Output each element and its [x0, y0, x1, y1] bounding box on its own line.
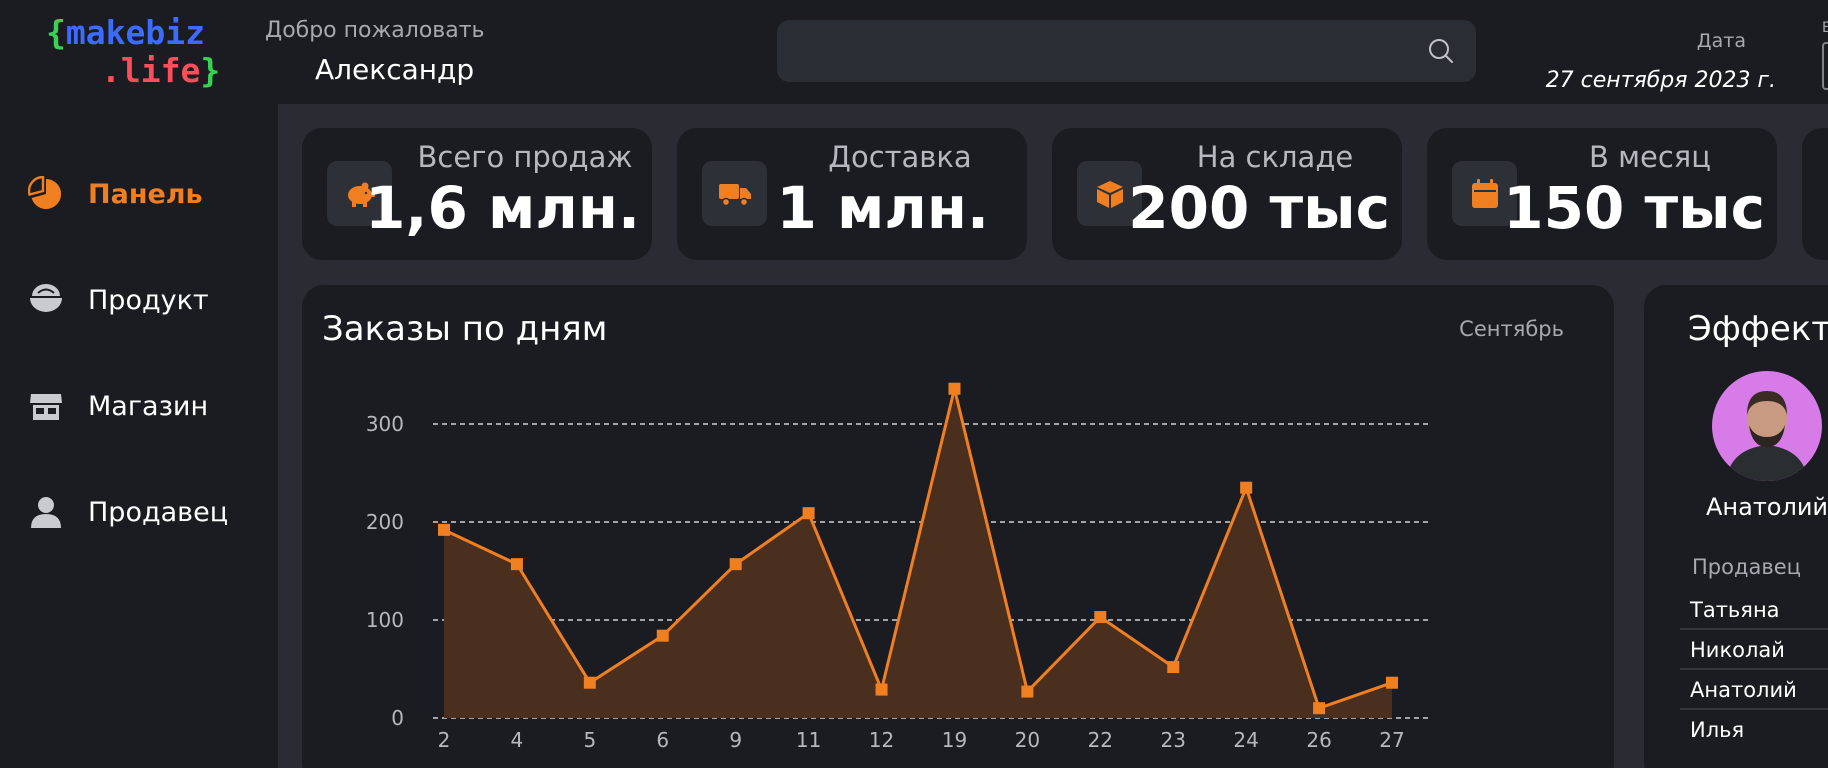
card-title: Доставка — [828, 140, 972, 174]
y-tick-label: 0 — [391, 706, 404, 730]
search-icon[interactable] — [1428, 38, 1454, 64]
x-tick-label: 9 — [729, 728, 742, 752]
table-row[interactable]: Анатолий — [1680, 671, 1828, 710]
bowl-icon — [28, 282, 64, 318]
data-point — [438, 523, 450, 536]
x-tick-label: 12 — [869, 728, 894, 752]
data-point — [948, 382, 961, 395]
date-label: Дата — [1696, 30, 1746, 52]
card-value: 1,6 млн. — [365, 174, 640, 242]
data-point — [1094, 611, 1107, 624]
data-point — [510, 558, 523, 571]
card-title: В месяц — [1589, 140, 1711, 174]
store-icon — [28, 388, 64, 424]
data-point — [729, 558, 742, 571]
date-value: 27 сентября 2023 г. — [1545, 68, 1776, 93]
data-point — [1386, 676, 1398, 689]
x-tick-label: 26 — [1306, 728, 1331, 752]
data-point — [1021, 685, 1034, 698]
pie-chart-icon — [28, 176, 64, 212]
seller-column-header: Продавец — [1692, 555, 1801, 579]
sidebar-item-label: Панель — [88, 178, 203, 210]
data-point — [875, 683, 888, 696]
card-title: Всего продаж — [417, 140, 633, 174]
calendar-icon — [1452, 161, 1517, 226]
logo[interactable]: {makebiz .life} — [46, 14, 220, 90]
table-row[interactable]: Николай — [1680, 631, 1828, 670]
edge-control[interactable] — [1822, 42, 1828, 90]
x-tick-label: 23 — [1161, 728, 1186, 752]
x-tick-label: 20 — [1015, 728, 1040, 752]
x-tick-label: 11 — [796, 728, 821, 752]
logo-word-2: .life — [101, 51, 201, 90]
card-value: 1 млн. — [776, 174, 989, 242]
welcome-text: Добро пожаловать — [265, 18, 485, 43]
welcome-block: Добро пожаловать Александр — [265, 18, 485, 86]
sidebar-item-panel[interactable]: Панель — [28, 170, 203, 218]
avatar[interactable] — [1712, 371, 1822, 481]
search-input[interactable] — [777, 20, 1476, 82]
user-name: Александр — [315, 53, 475, 86]
data-point — [1167, 661, 1180, 674]
x-tick-label: 6 — [656, 728, 669, 752]
x-tick-label: 24 — [1233, 728, 1258, 752]
efficiency-card: Эффективность Анатолий Продавец Татьяна … — [1644, 285, 1828, 768]
card-value: 200 тыс — [1128, 174, 1390, 242]
y-tick-label: 200 — [366, 510, 404, 534]
date-block: Дата 27 сентября 2023 г. — [1546, 30, 1776, 93]
data-point — [1313, 702, 1326, 715]
data-point — [656, 629, 669, 642]
sidebar-item-seller[interactable]: Продавец — [28, 488, 228, 536]
main-content: Всего продаж 1,6 млн. Доставка 1 млн. На… — [278, 104, 1828, 768]
stat-card-stock[interactable]: На складе 200 тыс — [1052, 128, 1402, 260]
stat-card-delivery[interactable]: Доставка 1 млн. — [677, 128, 1027, 260]
y-tick-label: 100 — [366, 608, 404, 632]
stat-card-partial[interactable] — [1802, 128, 1828, 260]
truck-icon — [702, 161, 767, 226]
data-point — [1240, 481, 1253, 494]
x-tick-label: 19 — [942, 728, 967, 752]
sidebar-item-label: Продукт — [88, 284, 209, 316]
stat-card-monthly[interactable]: В месяц 150 тыс — [1427, 128, 1777, 260]
data-point — [802, 507, 815, 520]
piggy-bank-icon — [327, 161, 392, 226]
chart-title: Заказы по дням — [322, 309, 608, 349]
sidebar-item-store[interactable]: Магазин — [28, 382, 208, 430]
x-tick-label: 27 — [1379, 728, 1404, 752]
stat-card-total-sales[interactable]: Всего продаж 1,6 млн. — [302, 128, 652, 260]
table-row[interactable]: Татьяна — [1680, 591, 1828, 630]
efficiency-title: Эффективность — [1688, 309, 1828, 349]
table-row[interactable]: Илья — [1690, 718, 1745, 742]
box-icon — [1077, 161, 1142, 226]
card-value: 150 тыс — [1503, 174, 1765, 242]
sidebar: Панель Продукт Магазин — [0, 104, 278, 768]
orders-chart-card: Заказы по дням Сентябрь 0 100 200 300 2 4 5 6 9 1… — [302, 285, 1614, 768]
series-area — [444, 388, 1392, 718]
user-icon — [28, 494, 64, 530]
sidebar-item-label: Продавец — [88, 496, 229, 528]
sidebar-item-product[interactable]: Продукт — [28, 276, 209, 324]
top-seller-name: Анатолий — [1706, 493, 1828, 521]
sidebar-item-label: Магазин — [88, 390, 209, 422]
chart-month-selector[interactable]: Сентябрь — [1459, 317, 1564, 341]
logo-word-1: makebiz — [65, 13, 205, 52]
logo-brace-open: { — [46, 13, 66, 52]
x-tick-label: 2 — [438, 728, 451, 752]
card-title: На складе — [1196, 140, 1354, 174]
y-tick-label: 300 — [366, 412, 404, 436]
edge-label: E — [1822, 20, 1828, 36]
data-point — [583, 676, 596, 689]
x-tick-label: 22 — [1088, 728, 1113, 752]
logo-brace-close: } — [200, 51, 221, 90]
x-tick-label: 5 — [583, 728, 596, 752]
x-tick-label: 4 — [511, 728, 524, 752]
series-line — [443, 387, 1393, 710]
